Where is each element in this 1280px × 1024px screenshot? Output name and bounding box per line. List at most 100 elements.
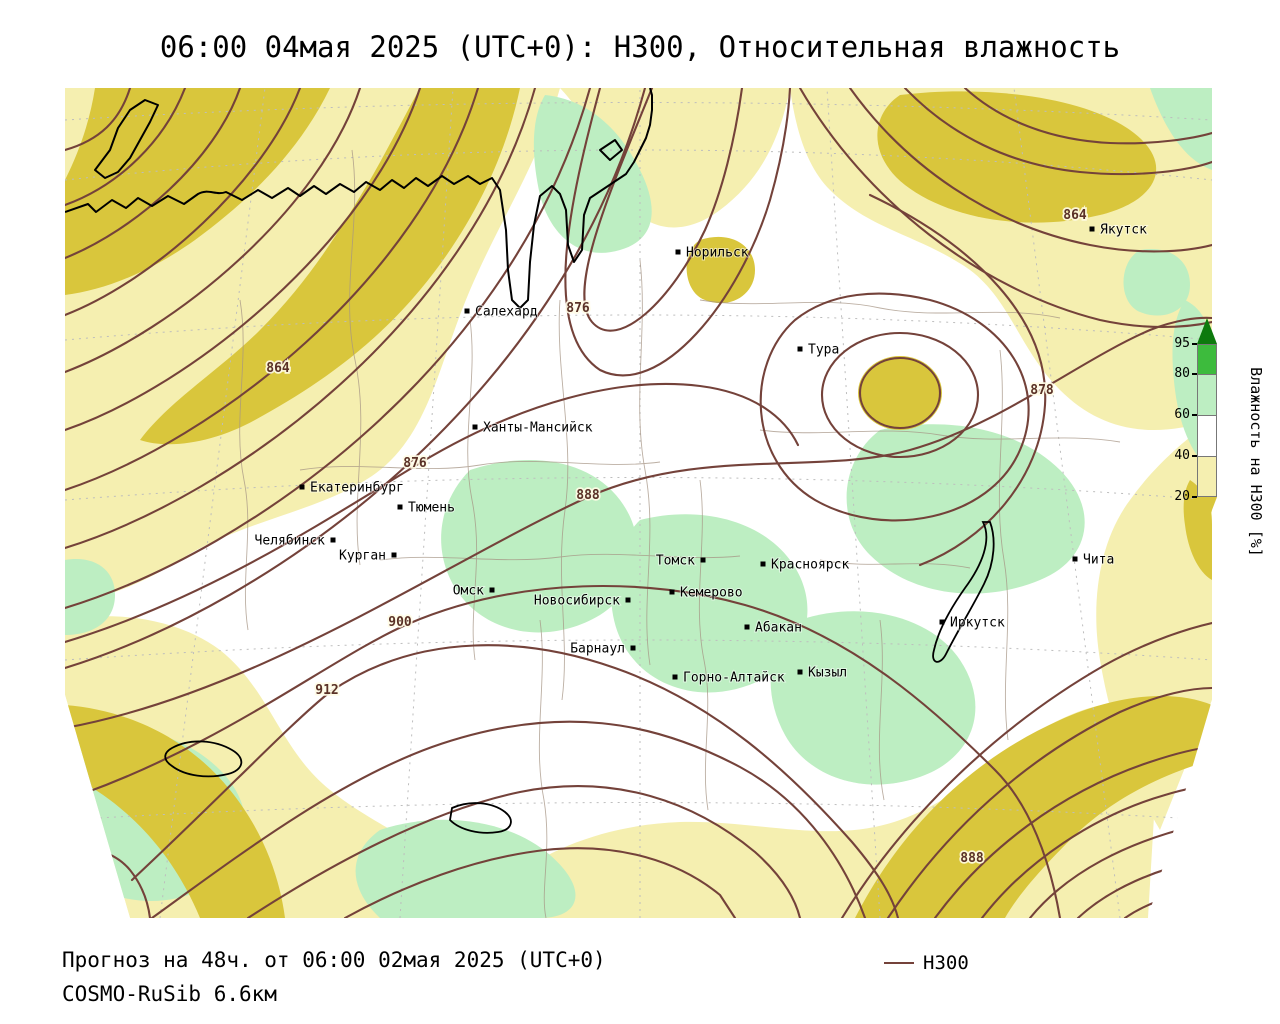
contour-line: [840, 621, 1212, 918]
lakes-layer: [164, 521, 995, 834]
contour-line: [65, 88, 592, 610]
fill-region: [65, 559, 115, 635]
fill-region: [560, 88, 790, 228]
fill-region: [355, 819, 576, 918]
city: Барнаул: [569, 641, 636, 658]
colorbar-tick-40: 40: [1174, 448, 1190, 463]
city: Кызыл: [797, 665, 848, 682]
contour-line: [65, 88, 647, 670]
admin-border: [698, 479, 709, 811]
city: Томск: [655, 553, 706, 570]
city-marker: [472, 424, 478, 430]
city: Кемерово: [669, 585, 744, 602]
graticule-line: [65, 802, 1212, 821]
contour-line: [65, 88, 242, 260]
graticule-line: [65, 314, 1212, 341]
city-marker: [669, 589, 675, 595]
contour-line: [65, 88, 422, 432]
city-label: Кемерово: [680, 586, 743, 601]
h300-legend-label: H300: [923, 952, 969, 974]
fill-region: [858, 356, 942, 430]
fill-region: [611, 514, 808, 693]
city: Ханты-Мансийск: [472, 420, 594, 437]
city-marker: [489, 587, 495, 593]
city: Челябинск: [254, 533, 336, 550]
page-title: 06:00 04мая 2025 (UTC+0): H300, Относите…: [159, 30, 1121, 64]
contour-line: [820, 331, 980, 459]
city: Курган: [338, 548, 397, 565]
colorbar-tickmark: [1192, 414, 1197, 416]
city-marker: [939, 619, 945, 625]
city-label: Барнаул: [570, 642, 625, 657]
city-marker: [1089, 226, 1095, 232]
contour-line: [848, 88, 1212, 253]
admin-borders-layer: [239, 149, 1121, 918]
contour-line: [583, 88, 744, 332]
admin-border: [467, 319, 478, 661]
graticule-line: [65, 102, 1212, 121]
city-label: Тура: [808, 343, 839, 358]
contour-value-label: 888: [960, 851, 984, 866]
contour-line: [65, 88, 302, 317]
contour-line: [868, 193, 1047, 567]
contour-value-label: 864: [266, 361, 290, 376]
city: Иркутск: [939, 615, 1006, 632]
city: Горно-Алтайск: [672, 670, 786, 687]
contour-value-label: 912: [315, 683, 338, 698]
city: Якутск: [1089, 222, 1148, 239]
city-label: Челябинск: [255, 534, 326, 549]
city-marker: [330, 537, 336, 543]
admin-border: [699, 299, 1061, 319]
coastline: [94, 99, 159, 179]
fill-region: [855, 696, 1212, 918]
city: Абакан: [744, 620, 803, 637]
admin-border: [538, 619, 548, 918]
fill-region: [1123, 249, 1190, 316]
colorbar-tick-20: 20: [1174, 489, 1190, 504]
contour-line: [65, 88, 362, 374]
contour-line: [246, 785, 802, 918]
city-label: Томск: [656, 554, 695, 569]
forecast-info-line: Прогноз на 48ч. от 06:00 02мая 2025 (UTC…: [62, 948, 606, 972]
admin-border: [239, 299, 249, 631]
contour-value-label: 876: [403, 456, 427, 471]
lake-outline: [164, 740, 243, 778]
model-info-line: COSMO-RuSib 6.6км: [62, 982, 277, 1006]
contour-line: [65, 382, 800, 644]
city-label: Чита: [1083, 553, 1114, 568]
coastline-layer: [65, 88, 653, 309]
cities-layer: Норильск Салехард Тура Якутск Ханты-Мансийск…: [254, 222, 1149, 687]
city-marker: [397, 504, 403, 510]
city: Омск: [452, 583, 495, 600]
colorbar-segment-80-95: [1197, 344, 1217, 374]
colorbar-tickmark: [1192, 496, 1197, 498]
colorbar-title: Влажность на H300 [%]: [1247, 367, 1265, 557]
admin-border: [639, 259, 651, 666]
fill-region: [846, 424, 1085, 594]
contour-value-label: 876: [566, 301, 590, 316]
city-marker: [760, 561, 766, 567]
graticule-line: [65, 477, 1212, 501]
city: Екатеринбург: [299, 480, 405, 497]
city-marker: [630, 645, 636, 651]
colorbar-tickmark: [1192, 343, 1197, 345]
city-label: Курган: [339, 549, 386, 564]
city: Норильск: [675, 245, 750, 262]
city-marker: [675, 249, 681, 255]
colorbar-segment-40-60: [1197, 415, 1217, 456]
city-marker: [744, 624, 750, 630]
fill-region: [140, 88, 520, 445]
admin-border: [819, 559, 971, 569]
contour-line: [933, 745, 1212, 918]
city: Новосибирск: [533, 593, 631, 610]
contour-line: [858, 356, 942, 430]
contour-line: [798, 88, 1212, 329]
contour-value-label: 900: [388, 615, 412, 630]
contour-line: [886, 686, 1212, 918]
contour-line: [343, 847, 737, 918]
colorbar-segment-60-80: [1197, 374, 1217, 415]
fill-region: [533, 95, 652, 253]
admin-border: [558, 299, 569, 701]
contour-line: [65, 316, 1212, 730]
